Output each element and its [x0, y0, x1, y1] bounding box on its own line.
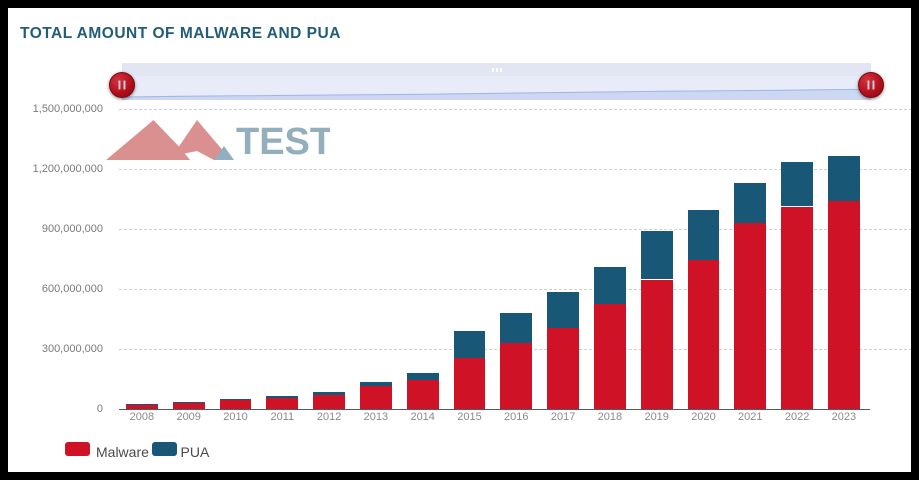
svg-text:TEST: TEST	[236, 121, 330, 162]
